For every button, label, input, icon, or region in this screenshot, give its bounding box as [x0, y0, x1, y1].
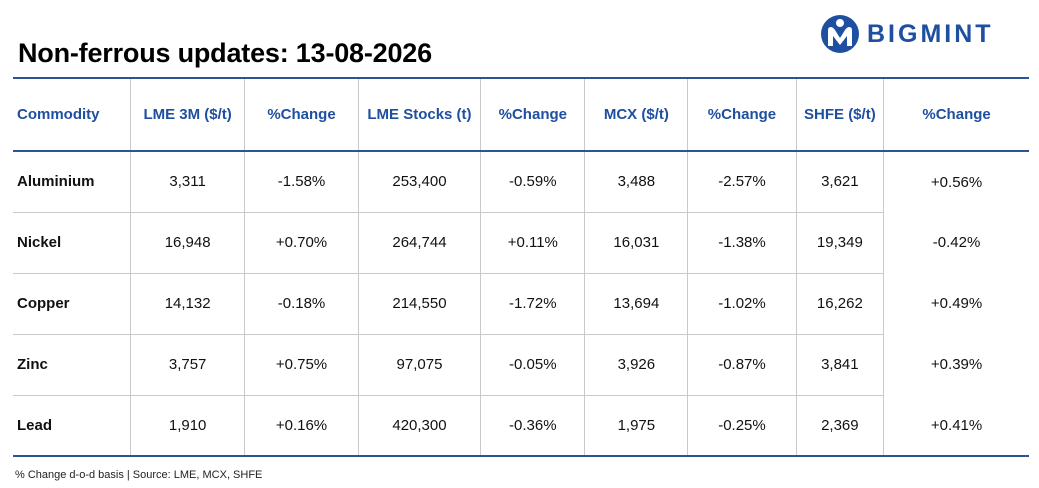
shfe-value: 3,841 — [796, 334, 885, 396]
header-lme-3m: LME 3M ($/t) — [130, 78, 246, 151]
lme-3m-change: +0.70% — [244, 212, 359, 274]
commodity-table: Commodity LME 3M ($/t) %Change LME Stock… — [13, 77, 1029, 457]
page-title: Non-ferrous updates: 13-08-2026 — [18, 38, 432, 68]
header-lme-stocks: LME Stocks (t) — [358, 78, 482, 151]
table-row: Zinc 3,757 +0.75% 97,075 -0.05% 3,926 -0… — [13, 334, 1029, 396]
lme-3m-change: +0.16% — [244, 395, 359, 457]
header-commodity: Commodity — [13, 78, 131, 151]
lme-3m-change: -1.58% — [244, 151, 359, 213]
shfe-value: 16,262 — [796, 273, 885, 335]
shfe-value: 19,349 — [796, 212, 885, 274]
header-lme-stocks-change: %Change — [480, 78, 586, 151]
lme-3m-value: 16,948 — [130, 212, 246, 274]
lme-stocks-value: 420,300 — [358, 395, 482, 457]
shfe-change: +0.49% — [930, 295, 983, 312]
lme-3m-change: -0.18% — [244, 273, 359, 335]
commodity-name: Copper — [13, 273, 131, 335]
mcx-value: 3,488 — [584, 151, 689, 213]
lme-3m-value: 1,910 — [130, 395, 246, 457]
mcx-value: 1,975 — [584, 395, 689, 457]
shfe-value: 2,369 — [796, 395, 885, 457]
lme-3m-value: 14,132 — [130, 273, 246, 335]
lme-stocks-value: 214,550 — [358, 273, 482, 335]
lme-stocks-change: -0.36% — [480, 395, 586, 457]
lme-stocks-value: 253,400 — [358, 151, 482, 213]
mcx-change: -0.87% — [687, 334, 797, 396]
shfe-change: +0.41% — [883, 395, 1029, 457]
table-row: Aluminium 3,311 -1.58% 253,400 -0.59% 3,… — [13, 151, 1029, 213]
shfe-change: +0.39% — [930, 356, 983, 373]
header-shfe-change: %Change — [922, 106, 991, 123]
lme-3m-change: +0.75% — [244, 334, 359, 396]
commodity-name: Nickel — [13, 212, 131, 274]
header-lme-3m-change: %Change — [244, 78, 359, 151]
header-mcx: MCX ($/t) — [584, 78, 689, 151]
header-shfe: SHFE ($/t) — [796, 78, 885, 151]
mcx-change: -1.38% — [687, 212, 797, 274]
lme-3m-value: 3,757 — [130, 334, 246, 396]
table-row: Nickel 16,948 +0.70% 264,744 +0.11% 16,0… — [13, 212, 1029, 274]
mcx-change: -1.02% — [687, 273, 797, 335]
table-row: Lead 1,910 +0.16% 420,300 -0.36% 1,975 -… — [13, 395, 1029, 457]
mcx-value: 3,926 — [584, 334, 689, 396]
lme-stocks-value: 97,075 — [358, 334, 482, 396]
lme-stocks-change: -0.59% — [480, 151, 586, 213]
logo-text: BIGMINT — [867, 19, 994, 48]
mcx-value: 13,694 — [584, 273, 689, 335]
table-row: Copper 14,132 -0.18% 214,550 -1.72% 13,6… — [13, 273, 1029, 335]
commodity-name: Aluminium — [13, 151, 131, 213]
bigmint-logo: BIGMINT — [819, 13, 994, 55]
lme-stocks-change: -1.72% — [480, 273, 586, 335]
lme-stocks-change: -0.05% — [480, 334, 586, 396]
lme-stocks-value: 264,744 — [358, 212, 482, 274]
shfe-value: 3,621 — [796, 151, 885, 213]
table-header-row: Commodity LME 3M ($/t) %Change LME Stock… — [13, 78, 1029, 151]
commodity-name: Lead — [13, 395, 131, 457]
lme-3m-value: 3,311 — [130, 151, 246, 213]
mcx-value: 16,031 — [584, 212, 689, 274]
source-footnote: % Change d-o-d basis | Source: LME, MCX,… — [15, 469, 263, 481]
lme-stocks-change: +0.11% — [480, 212, 586, 274]
shfe-change: -0.42% — [932, 234, 981, 251]
mcx-change: -0.25% — [687, 395, 797, 457]
bigmint-logo-icon — [821, 15, 859, 53]
mcx-change: -2.57% — [687, 151, 797, 213]
header-mcx-change: %Change — [687, 78, 797, 151]
shfe-change: +0.56% — [930, 173, 983, 191]
commodity-name: Zinc — [13, 334, 131, 396]
